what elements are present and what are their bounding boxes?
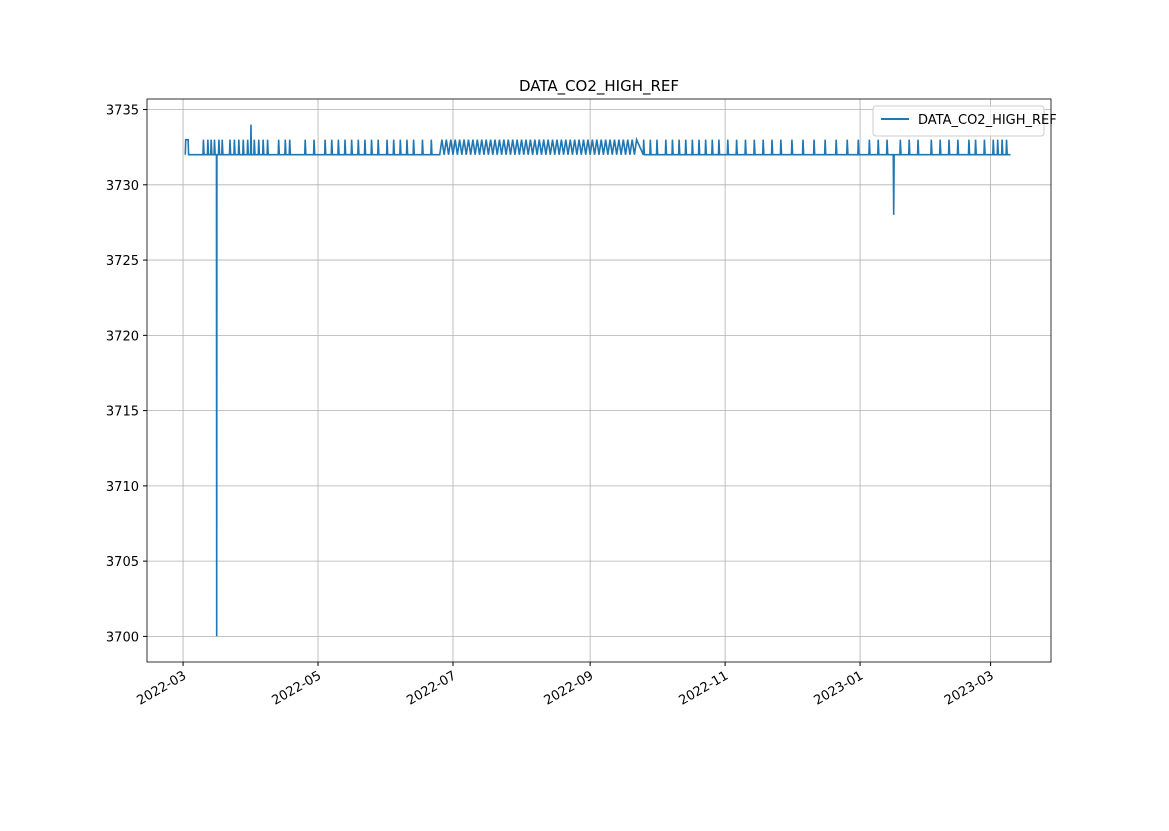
- y-tick-label: 3710: [106, 480, 139, 495]
- plot-frame: [146, 98, 1052, 663]
- y-tick-label: 3700: [106, 630, 139, 645]
- x-tick-label: 2022-11: [677, 668, 732, 708]
- legend-box: [872, 105, 1045, 137]
- x-tick-label: 2023-01: [812, 668, 867, 708]
- x-tick-label: 2023-03: [942, 668, 997, 708]
- x-tick-label: 2022-07: [404, 668, 459, 708]
- y-tick-label: 3725: [106, 254, 139, 269]
- legend: DATA_CO2_HIGH_REF: [872, 105, 1057, 137]
- x-tick-label: 2022-09: [542, 668, 597, 708]
- y-tick-label: 3705: [106, 555, 139, 570]
- x-tick-label: 2022-05: [269, 668, 324, 708]
- y-tick-label: 3735: [106, 104, 139, 119]
- y-tick-label: 3720: [106, 329, 139, 344]
- y-tick-label: 3715: [106, 405, 139, 420]
- y-tick-label: 3730: [106, 179, 139, 194]
- legend-label: DATA_CO2_HIGH_REF: [918, 113, 1057, 128]
- chart-title: DATA_CO2_HIGH_REF: [519, 77, 679, 96]
- x-tick-label: 2022-03: [135, 668, 190, 708]
- data-line: [184, 124, 1011, 637]
